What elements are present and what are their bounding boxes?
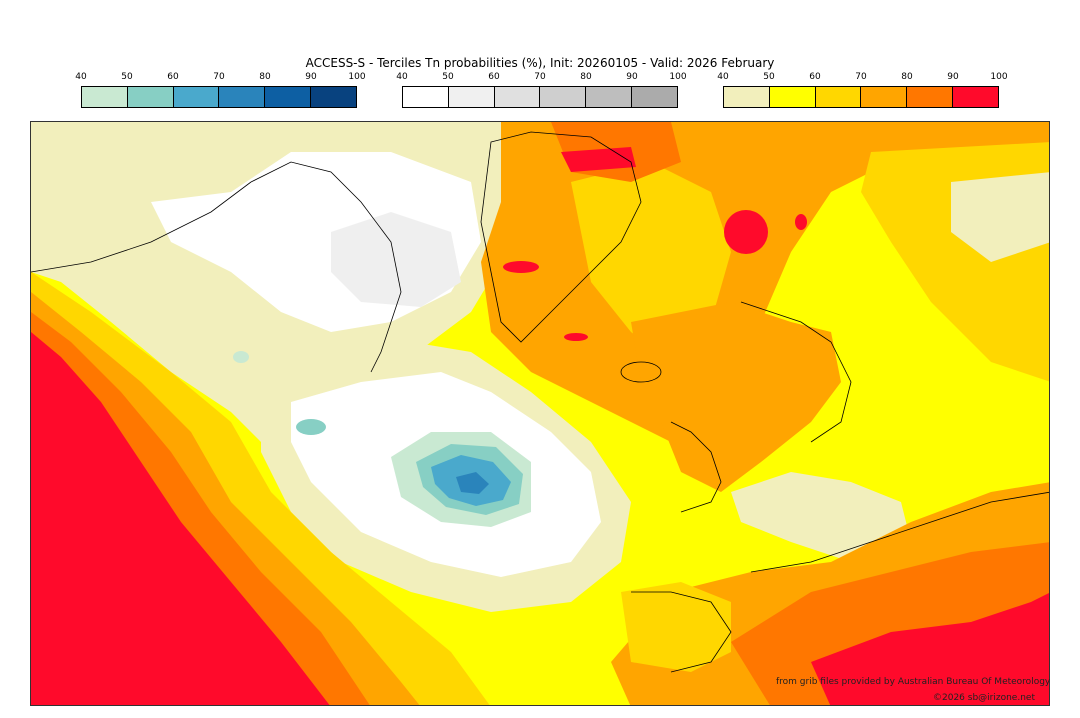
legend-color-bar [81, 86, 357, 108]
legend-swatch [540, 87, 587, 107]
legend-swatch [265, 87, 312, 107]
legend-tick-label: 90 [626, 72, 638, 82]
legend-tick-label: 100 [348, 72, 366, 82]
region-below-small-west [296, 419, 326, 435]
region-above-90-100-mediterranean [811, 593, 1049, 705]
legend-swatch [127, 87, 174, 107]
legend-tick-label: 90 [947, 72, 959, 82]
region-below-70-80 [456, 472, 489, 494]
copyright-credit: ©2026 sb@irizone.net [933, 693, 1035, 703]
legend-tick-label: 80 [259, 72, 271, 82]
source-credit: from grib files provided by Australian B… [776, 677, 1051, 687]
legend-tick-label: 100 [669, 72, 687, 82]
region-above-90-100-west [31, 332, 330, 705]
legend-swatch [586, 87, 633, 107]
legend-swatch [173, 87, 220, 107]
legend-swatch [448, 87, 495, 107]
legend-tick-label: 60 [488, 72, 500, 82]
legend-swatch [815, 87, 862, 107]
legend-ticks: 40 50 60 70 80 90 100 [717, 72, 1007, 86]
region-above-90-100-barents [724, 210, 768, 254]
legend-color-bar [723, 86, 999, 108]
region-above-90-100-small [795, 214, 807, 230]
legend-swatch [311, 87, 356, 107]
legend-ticks: 40 50 60 70 80 90 100 [396, 72, 686, 86]
region-above-40-50-east [951, 172, 1049, 262]
legend-tick-label: 90 [305, 72, 317, 82]
region-above-40-50-central-europe [731, 472, 911, 562]
map-title: ACCESS-S - Terciles Tn probabilities (%)… [305, 56, 775, 70]
legend-tick-label: 50 [121, 72, 133, 82]
legend-swatch [219, 87, 266, 107]
legend-swatch [724, 87, 770, 107]
legend-tick-label: 50 [763, 72, 775, 82]
region-near-normal-iberia [621, 582, 731, 672]
legend-tick-label: 80 [580, 72, 592, 82]
legend-tick-label: 70 [855, 72, 867, 82]
region-above-90-100-greenland-s [503, 261, 539, 273]
legend-tick-label: 80 [901, 72, 913, 82]
legend-near-normal: 40 50 60 70 80 90 100 [396, 72, 687, 108]
legend-swatch [907, 87, 954, 107]
legend-tick-label: 40 [396, 72, 408, 82]
probability-map [31, 122, 1049, 705]
legend-tick-label: 70 [534, 72, 546, 82]
legend-swatch [769, 87, 816, 107]
region-below-small-center [233, 351, 249, 363]
legend-below-normal: 40 50 60 70 80 90 100 [75, 72, 366, 108]
legend-tick-label: 40 [717, 72, 729, 82]
legend-tick-label: 40 [75, 72, 87, 82]
legend-tick-label: 60 [809, 72, 821, 82]
region-near-normal-grey-baffin [331, 212, 461, 307]
map-area [30, 121, 1050, 706]
coastlines [31, 131, 1049, 673]
legend-ticks: 40 50 60 70 80 90 100 [75, 72, 365, 86]
legend-tick-label: 70 [213, 72, 225, 82]
legend-swatch [82, 87, 128, 107]
region-above-70-80-scandinavia [631, 302, 841, 492]
legend-tick-label: 50 [442, 72, 454, 82]
legend-swatch [494, 87, 541, 107]
legend-swatch [403, 87, 449, 107]
legend-color-bar [402, 86, 678, 108]
legend-above-normal: 40 50 60 70 80 90 100 [717, 72, 1008, 108]
legend-tick-label: 60 [167, 72, 179, 82]
legend-swatch [632, 87, 677, 107]
region-above-90-100-dk [564, 333, 588, 341]
legend-swatch [953, 87, 998, 107]
legend-swatch [861, 87, 908, 107]
legend-tick-label: 100 [990, 72, 1008, 82]
